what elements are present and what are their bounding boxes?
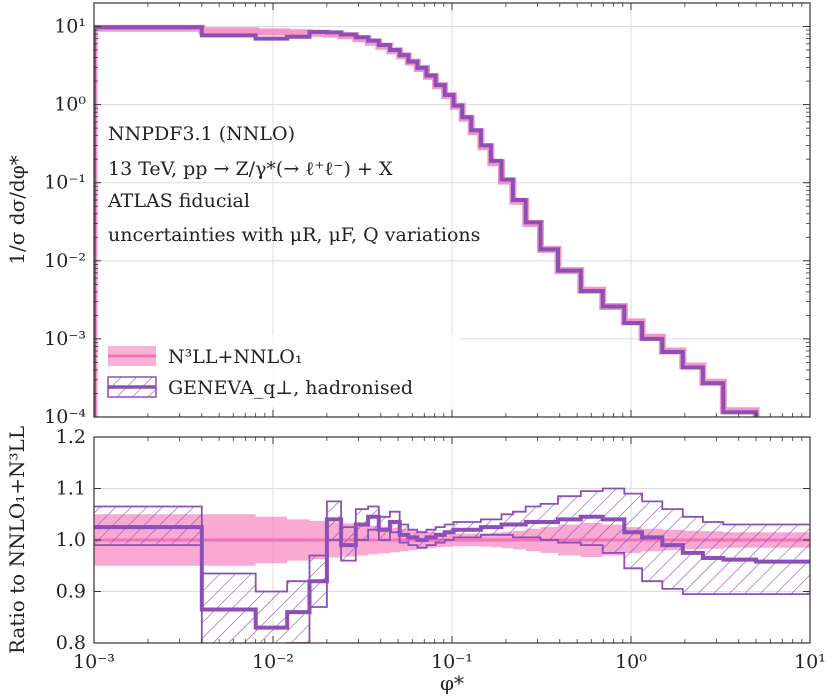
top-line-geneva	[94, 25, 810, 417]
annotation-pdf: NNPDF3.1 (NNLO)	[108, 123, 295, 145]
legend-label-geneva: GENEVA_q⊥, hadronised	[168, 377, 413, 399]
bottom-y-tick-label: 1.2	[56, 426, 86, 448]
legend-item-geneva: GENEVA_q⊥, hadronised	[107, 376, 413, 399]
top-y-tick-label: 10⁻³	[44, 328, 86, 350]
top-tick-labels: 10⁻⁴ 10⁻³ 10⁻² 10⁻¹ 10⁰ 10¹	[44, 2, 810, 428]
x-tick-label: 10¹	[794, 651, 826, 673]
bottom-y-tick-label: 0.8	[56, 632, 86, 654]
top-y-tick-label: 10⁰	[54, 94, 86, 116]
legend: N³LL+NNLO₁ GENEVA_q⊥, hadronised	[98, 335, 460, 407]
legend-item-resummed: N³LL+NNLO₁	[108, 346, 302, 368]
legend-box	[98, 335, 460, 407]
ratio-line-geneva	[94, 514, 810, 630]
legend-label-resummed: N³LL+NNLO₁	[168, 346, 302, 368]
x-tick-label: 10⁻¹	[431, 651, 473, 673]
bottom-y-tick-label: 1.0	[56, 529, 86, 551]
top-series	[94, 24, 810, 417]
annotation-fiducial: ATLAS fiducial	[107, 190, 250, 212]
top-y-axis-label: 1/σ dσ/dφ*	[5, 155, 29, 264]
bottom-tick-labels: 10⁻³ 10⁻² 10⁻¹ 10⁰ 10¹ 0.8 0.9 1.0 1.1 1.2	[56, 3, 826, 673]
bottom-series	[94, 487, 810, 643]
ratio-lower-geneva	[94, 528, 810, 643]
x-axis-label: φ*	[440, 671, 464, 695]
top-y-tick-label: 10⁻¹	[44, 172, 86, 194]
bottom-y-tick-label: 1.1	[56, 478, 86, 500]
annotation-process: 13 TeV, pp → Z/γ*(→ ℓ⁺ℓ⁻) + X	[108, 158, 393, 180]
x-tick-label: 10⁰	[615, 651, 647, 673]
bottom-y-axis-label: Ratio to NNLO₁+N³LL	[5, 426, 29, 654]
annotation-block: NNPDF3.1 (NNLO) 13 TeV, pp → Z/γ*(→ ℓ⁺ℓ⁻…	[107, 123, 480, 246]
ratio-band-geneva	[94, 488, 810, 643]
top-y-tick-label: 10⁻²	[44, 250, 86, 272]
bottom-y-tick-label: 0.9	[56, 581, 86, 603]
ratio-upper-geneva	[94, 487, 810, 593]
annotation-uncertainties: uncertainties with μR, μF, Q variations	[108, 224, 480, 246]
top-y-tick-label: 10¹	[54, 16, 86, 38]
x-tick-label: 10⁻²	[252, 651, 294, 673]
x-tick-label: 10⁻³	[73, 651, 115, 673]
top-y-tick-label: 10⁻⁴	[44, 406, 86, 428]
